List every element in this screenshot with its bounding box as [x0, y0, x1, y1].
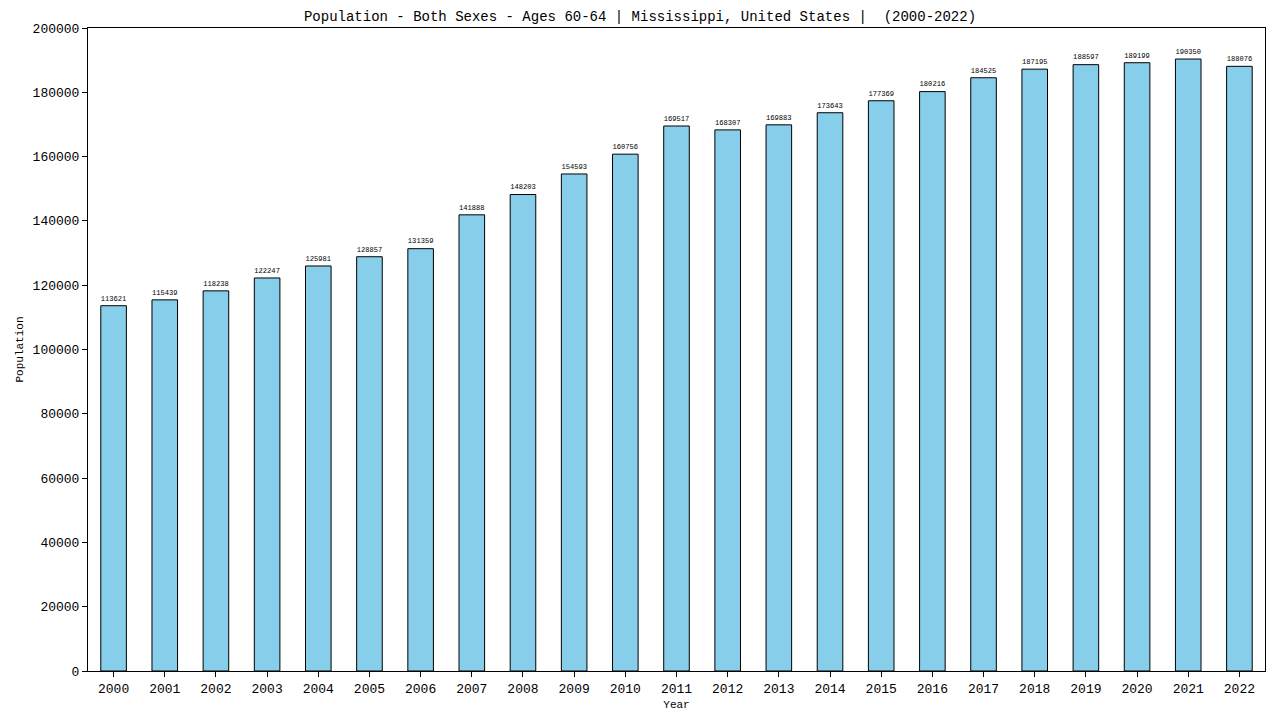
svg-text:125981: 125981: [306, 255, 331, 263]
svg-text:180216: 180216: [920, 80, 946, 88]
svg-text:2015: 2015: [866, 682, 897, 697]
svg-text:140000: 140000: [33, 214, 80, 229]
svg-text:Population - Both Sexes - Ages: Population - Both Sexes - Ages 60-64 | M…: [304, 9, 976, 25]
svg-text:100000: 100000: [33, 343, 80, 358]
svg-text:2013: 2013: [763, 682, 794, 697]
svg-text:2021: 2021: [1173, 682, 1204, 697]
svg-text:60000: 60000: [40, 472, 79, 487]
svg-text:169517: 169517: [664, 115, 690, 123]
svg-text:2006: 2006: [405, 682, 436, 697]
svg-text:0: 0: [72, 665, 80, 680]
svg-text:154593: 154593: [561, 163, 587, 171]
svg-text:160000: 160000: [33, 150, 80, 165]
svg-text:122247: 122247: [254, 267, 280, 275]
svg-text:2010: 2010: [610, 682, 641, 697]
svg-text:200000: 200000: [33, 22, 80, 37]
svg-text:168307: 168307: [715, 119, 741, 127]
svg-text:189199: 189199: [1124, 52, 1150, 60]
svg-text:115439: 115439: [152, 289, 178, 297]
svg-text:Population: Population: [14, 316, 26, 382]
svg-text:20000: 20000: [40, 600, 79, 615]
svg-text:2020: 2020: [1121, 682, 1152, 697]
svg-text:2017: 2017: [968, 682, 999, 697]
svg-text:188597: 188597: [1073, 53, 1099, 61]
svg-text:2001: 2001: [149, 682, 180, 697]
svg-text:2000: 2000: [98, 682, 129, 697]
svg-text:113621: 113621: [101, 295, 126, 303]
svg-text:2005: 2005: [354, 682, 385, 697]
svg-text:2022: 2022: [1224, 682, 1255, 697]
svg-text:160756: 160756: [613, 143, 639, 151]
svg-text:141888: 141888: [459, 204, 485, 212]
svg-text:2009: 2009: [559, 682, 590, 697]
svg-text:128857: 128857: [357, 246, 383, 254]
svg-text:187195: 187195: [1022, 58, 1048, 66]
svg-text:177369: 177369: [868, 90, 894, 98]
svg-text:2002: 2002: [200, 682, 231, 697]
svg-text:118238: 118238: [203, 280, 229, 288]
svg-text:148203: 148203: [510, 183, 536, 191]
svg-text:131359: 131359: [408, 237, 434, 245]
svg-text:2016: 2016: [917, 682, 948, 697]
svg-text:180000: 180000: [33, 86, 80, 101]
svg-text:2003: 2003: [252, 682, 283, 697]
svg-text:80000: 80000: [40, 407, 79, 422]
svg-text:2008: 2008: [507, 682, 538, 697]
svg-text:188076: 188076: [1227, 55, 1253, 63]
svg-text:184525: 184525: [971, 67, 997, 75]
svg-text:2018: 2018: [1019, 682, 1050, 697]
svg-text:190350: 190350: [1175, 48, 1201, 56]
svg-text:2019: 2019: [1070, 682, 1101, 697]
svg-text:2012: 2012: [712, 682, 743, 697]
svg-text:2014: 2014: [814, 682, 845, 697]
svg-text:Year: Year: [663, 699, 689, 711]
svg-text:169883: 169883: [766, 114, 792, 122]
svg-text:173643: 173643: [817, 102, 843, 110]
svg-text:40000: 40000: [40, 536, 79, 551]
svg-text:2011: 2011: [661, 682, 692, 697]
svg-text:2004: 2004: [303, 682, 334, 697]
svg-text:120000: 120000: [33, 279, 80, 294]
svg-text:2007: 2007: [456, 682, 487, 697]
